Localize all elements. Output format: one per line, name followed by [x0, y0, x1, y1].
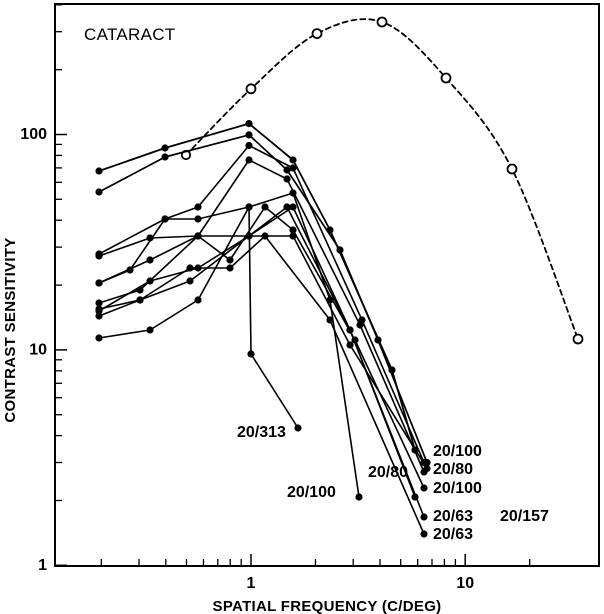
- svg-text:20/157: 20/157: [500, 508, 549, 525]
- svg-text:20/100: 20/100: [433, 480, 482, 497]
- svg-text:1: 1: [38, 557, 47, 574]
- svg-text:20/313: 20/313: [237, 424, 286, 441]
- svg-text:10: 10: [29, 342, 47, 359]
- svg-text:20/80: 20/80: [368, 464, 408, 481]
- svg-text:20/63: 20/63: [433, 526, 473, 543]
- svg-text:CONTRAST SENSITIVITY: CONTRAST SENSITIVITY: [2, 237, 19, 422]
- svg-text:10: 10: [456, 575, 474, 592]
- svg-text:20/80: 20/80: [433, 461, 473, 478]
- svg-text:SPATIAL FREQUENCY (C/DEG): SPATIAL FREQUENCY (C/DEG): [213, 598, 442, 614]
- svg-text:20/100: 20/100: [287, 484, 336, 501]
- svg-text:1: 1: [247, 575, 256, 592]
- svg-text:20/63: 20/63: [433, 508, 473, 525]
- svg-text:100: 100: [20, 126, 47, 143]
- svg-text:CATARACT: CATARACT: [84, 25, 176, 44]
- svg-text:20/100: 20/100: [433, 443, 482, 460]
